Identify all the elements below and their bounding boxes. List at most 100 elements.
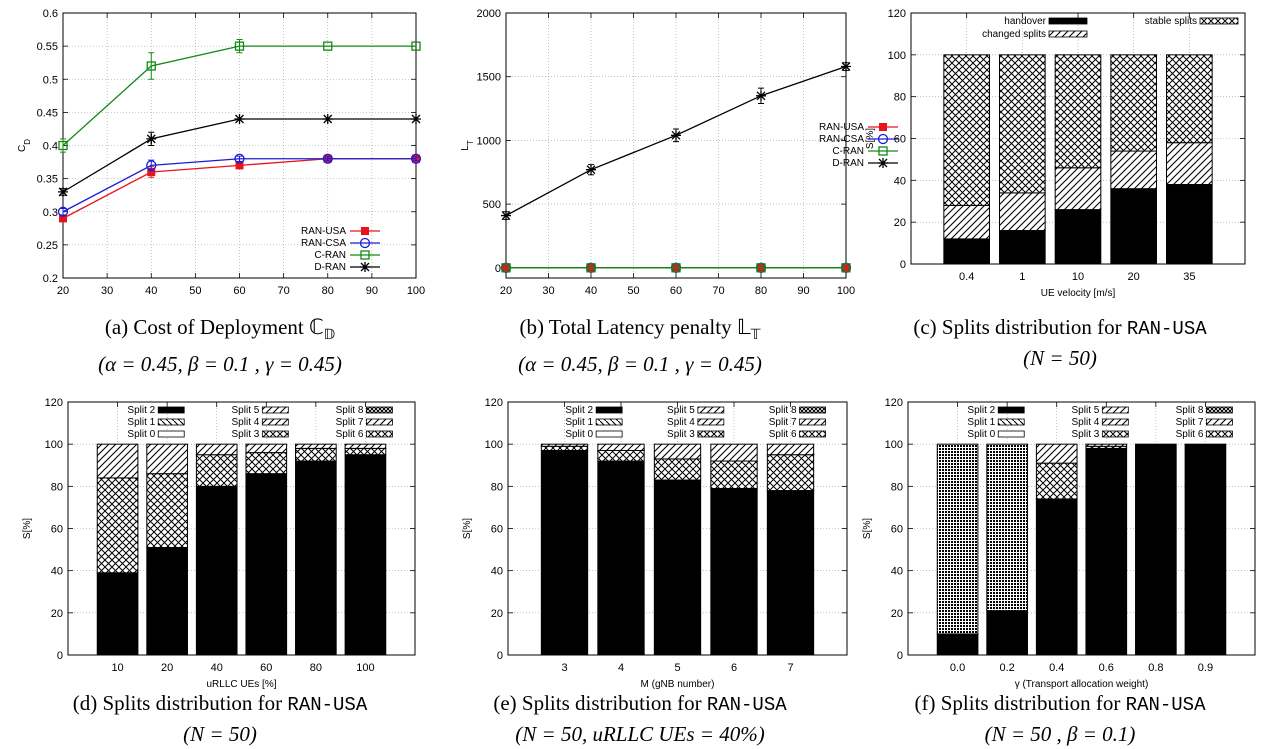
x-axis-label: M (gNB number): [641, 679, 715, 690]
x-tick-label: 50: [189, 285, 201, 297]
bar-segment-split-4: [540, 443, 589, 447]
bar-segment-handover: [1054, 209, 1102, 265]
x-tick-label: 10: [111, 662, 123, 674]
legend-label: Split 5: [667, 405, 695, 416]
data-point: [410, 153, 422, 164]
plot-area: 0.2 0.25 0.3 0.35 0.4 0.45 0.5 0.55 0.6 20 30 40 50 6…: [17, 8, 425, 297]
data-point: [878, 146, 888, 156]
legend-label: Split 1: [127, 417, 155, 428]
legend-label: Split 7: [769, 417, 797, 428]
bar-segment-split-3: [597, 449, 645, 462]
caption-e-line2: (N = 50, uRLLC UEs = 40%): [515, 722, 765, 746]
data-point: [501, 210, 511, 221]
y-tick-label: 500: [483, 199, 501, 211]
legend-label: Split 3: [232, 429, 260, 440]
legend-label: Split 6: [769, 429, 797, 440]
x-tick-label: 90: [797, 285, 809, 297]
x-tick-label: 0.9: [1198, 662, 1213, 674]
data-point: [322, 153, 333, 164]
y-tick-label: 20: [491, 608, 503, 620]
bar-segment-split-2: [597, 460, 645, 656]
x-tick-label: 70: [712, 285, 724, 297]
legend-swatch: [366, 406, 393, 414]
y-tick-label: 100: [45, 439, 63, 451]
legend-swatch: [1101, 406, 1129, 414]
bar-segment-stable-splits: [1110, 54, 1157, 152]
legend-swatch: [1048, 30, 1088, 38]
y-tick-label: 0: [497, 650, 503, 662]
series-C-RAN: [501, 263, 851, 273]
bar-segment-changed-splits: [1054, 167, 1102, 211]
x-axis-label: UE velocity [m/s]: [1041, 288, 1116, 299]
x-tick-label: 100: [837, 285, 855, 297]
legend-swatch: [799, 430, 826, 438]
plot-area: 0 500 1000 1500 2000 20 30 40 50 60 70 80 90 100 LT RAN…: [460, 8, 898, 297]
y-axis-label: S[%]: [865, 128, 876, 149]
caption-b-line2: (α = 0.45, β = 0.1 , γ = 0.45): [518, 352, 762, 377]
caption-a: (a) Cost of Deployment ℂ𝔻 (α = 0.45, β =…: [0, 313, 440, 379]
data-point: [877, 133, 889, 145]
caption-a-line1: (a) Cost of Deployment ℂ: [104, 315, 324, 339]
bar-segment-split-3: [1035, 462, 1078, 500]
legend-label: Split 5: [1072, 405, 1100, 416]
x-tick-label: 20: [500, 285, 512, 297]
y-tick-label: 100: [888, 50, 906, 62]
data-point: [59, 214, 67, 223]
legend-swatch: [1206, 430, 1233, 438]
chart-panel-d: 0 20 40 60 80 100 120 10 20 40 60 80 100 uRLLC UEs [%…: [0, 385, 420, 690]
legend-swatch: [697, 418, 725, 426]
plot-area: 0 20 40 60 80 100 120 0.4 1 10 20 35 UE velocity [m/…: [865, 8, 1246, 299]
bar-segment-split-2: [96, 572, 139, 656]
data-point: [146, 160, 157, 171]
legend-label: Split 4: [232, 417, 260, 428]
legend-swatch: [799, 406, 826, 414]
bar-segment-split-2: [195, 485, 238, 656]
x-tick-label: 100: [356, 662, 374, 674]
caption-c-line2: (N = 50): [1023, 346, 1097, 370]
bar-segment-split-3: [766, 454, 815, 492]
y-tick-label: 0: [897, 650, 903, 662]
y-tick-label: 2000: [477, 8, 501, 20]
caption-a-sub: 𝔻: [323, 328, 336, 344]
y-tick-label: 20: [51, 608, 63, 620]
y-tick-label: 40: [491, 566, 503, 578]
bar-segment-split-3: [295, 447, 337, 462]
data-point: [756, 263, 766, 273]
x-tick-label: 0.2: [999, 662, 1014, 674]
legend-swatch: [697, 406, 725, 414]
plot-area: 0 20 40 60 80 100 120 0.0 0.2 0.4 0.6 0.8 0.9 γ (Tran…: [862, 397, 1256, 690]
caption-e: (e) Splits distribution for RAN-USA (N =…: [440, 689, 840, 749]
caption-b-sub: 𝕋: [750, 328, 761, 344]
legend-label: Split 0: [127, 429, 155, 440]
legend-label: Split 0: [565, 429, 593, 440]
legend-label: Split 2: [967, 405, 995, 416]
y-tick-label: 0.6: [43, 8, 58, 20]
x-tick-label: 40: [585, 285, 597, 297]
y-tick-label: 0: [495, 263, 501, 275]
x-tick-label: 10: [1072, 271, 1084, 283]
bar-segment-split-3: [540, 445, 589, 451]
bar-segment-split-8: [936, 443, 979, 635]
legend-label: Split 7: [336, 417, 364, 428]
bar-segment-split-3: [344, 447, 387, 456]
legend-label: Split 8: [336, 405, 364, 416]
bar-segment-split-2: [344, 454, 387, 656]
legend-swatch: [366, 430, 393, 438]
legend-label: Split 3: [1072, 429, 1100, 440]
legend-label: Split 3: [667, 429, 695, 440]
y-tick-label: 80: [894, 92, 906, 104]
data-point: [234, 41, 245, 51]
y-tick-label: 0.25: [37, 240, 58, 252]
x-tick-label: 20: [1128, 271, 1140, 283]
x-tick-label: 35: [1183, 271, 1195, 283]
bar-segment-split-2: [1135, 443, 1177, 656]
legend-swatch: [157, 406, 185, 414]
data-point: [359, 237, 371, 249]
y-tick-label: 20: [891, 608, 903, 620]
bar-segment-split-4: [245, 443, 288, 454]
y-tick-label: 60: [51, 524, 63, 536]
data-point: [411, 114, 421, 124]
y-tick-label: 60: [491, 524, 503, 536]
data-point: [147, 168, 156, 176]
